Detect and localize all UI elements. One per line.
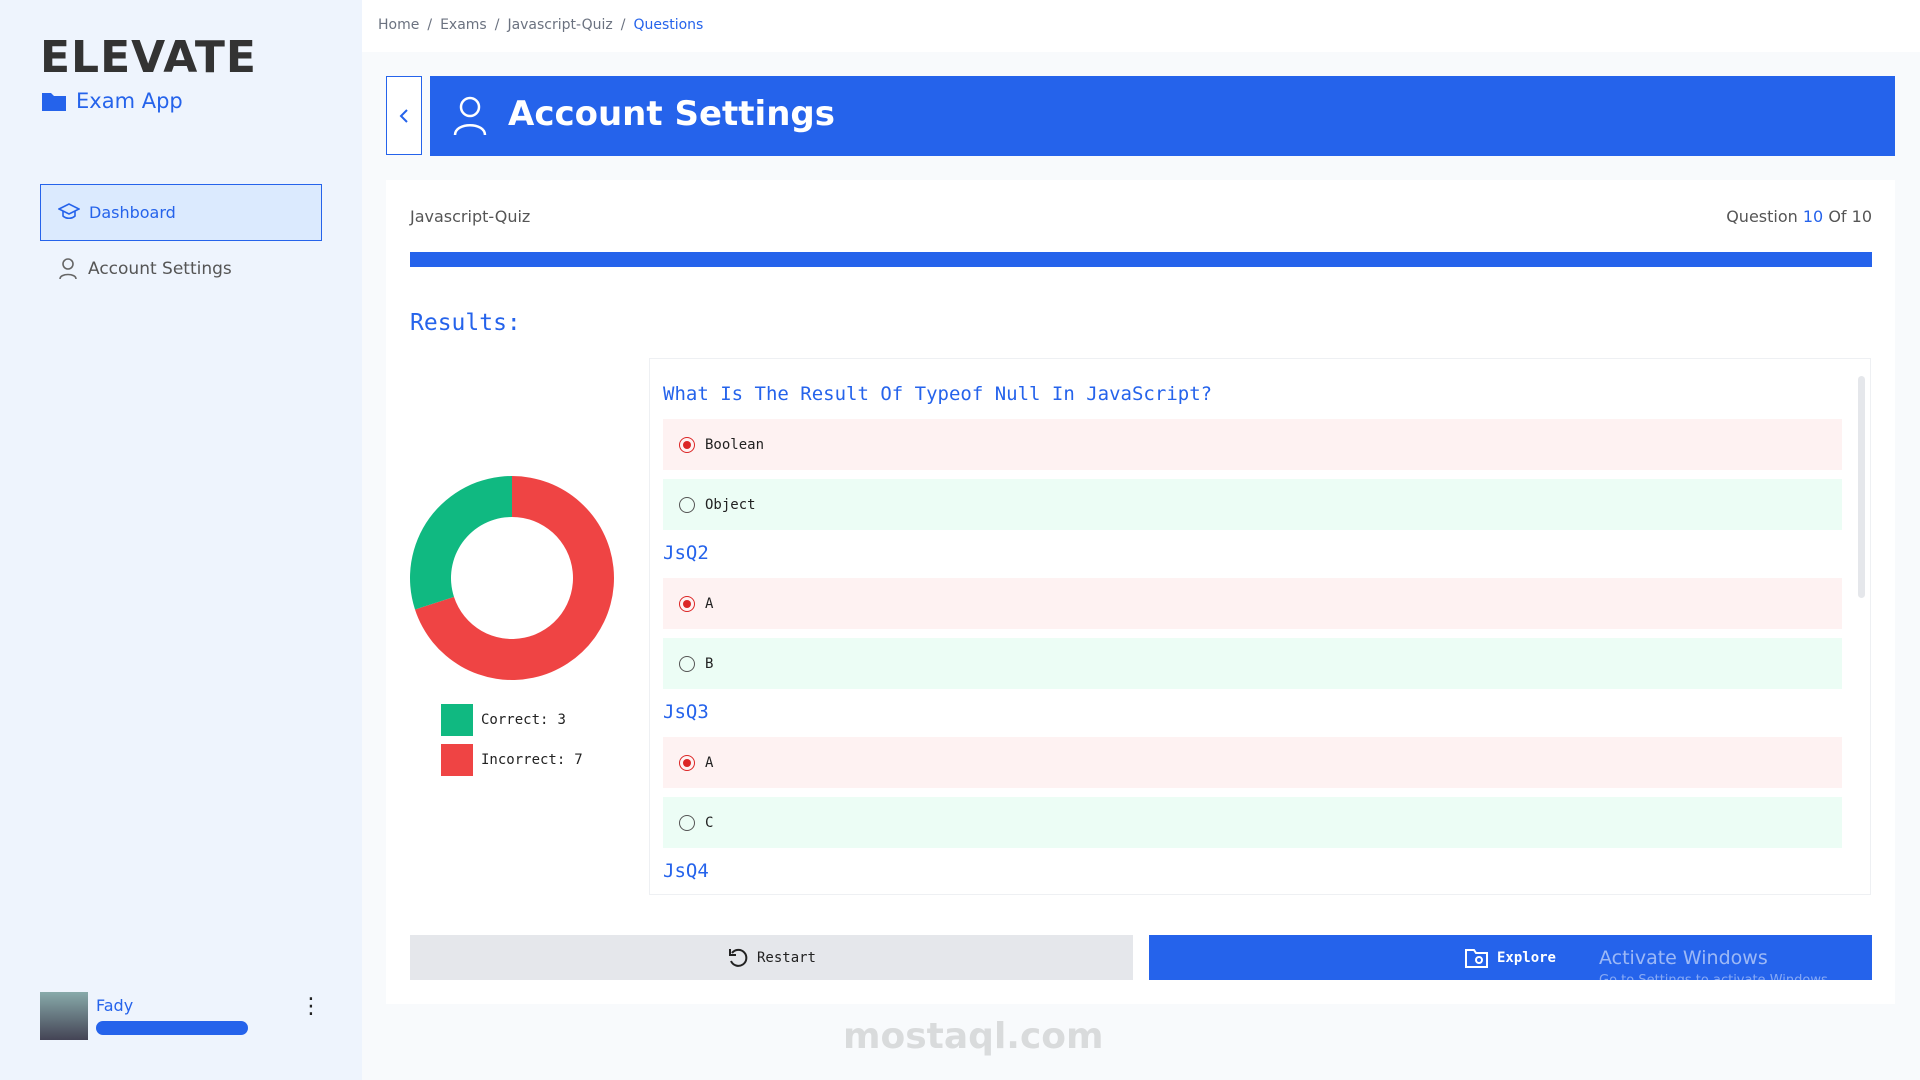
avatar [40,992,88,1040]
scrollbar [1858,376,1865,598]
app-name: Exam App [76,89,183,113]
legend-swatch [441,704,473,736]
donut-segment [410,476,512,610]
option-text: A [705,754,714,771]
activate-hint: Go to Settings to activate Windows. [1599,973,1832,988]
crumb-sep: / [620,17,626,33]
question-title: What Is The Result Of Typeof Null In Jav… [663,383,1213,405]
sidebar: ELEVATE Exam App Dashboard Account Setti… [0,0,362,1080]
counter-current: 10 [1802,207,1824,226]
cap-icon [58,203,80,220]
legend: Correct: 3 Incorrect: 7 [441,704,583,784]
answer-option: Boolean [663,419,1842,470]
option-text: B [705,655,714,672]
crumb: Home [378,17,420,33]
crumb-sep: / [427,17,433,33]
crumb: Javascript-Quiz [507,17,613,33]
progress-track [410,252,1872,267]
question-counter: Question 10 Of 10 [1726,207,1872,226]
header-title: Account Settings [508,94,835,134]
site-watermark: mostaql.com [843,1016,1104,1057]
crumb: Questions [633,17,704,33]
explore-button[interactable]: Explore [1149,935,1872,980]
legend-label: Correct: [481,712,549,728]
legend-value: 7 [574,752,583,768]
questions-panel: What Is The Result Of Typeof Null In Jav… [649,358,1871,895]
breadcrumb: Home / Exams / Javascript-Quiz / Questions [378,17,703,33]
user-name: Fady [96,996,134,1015]
donut-segment [414,476,614,680]
radio [679,754,695,771]
header-icon [453,96,487,136]
option-text: Boolean [705,436,765,453]
radio [679,496,695,513]
results-chart [410,476,614,680]
folder-icon [42,93,66,111]
progress-fill [410,252,1872,267]
question-title: JsQ2 [663,542,709,564]
question-title: JsQ3 [663,701,709,723]
counter-label: Question [1726,207,1798,226]
answer-option: Object [663,479,1842,530]
explore-label: Explore [1496,949,1556,966]
more-menu[interactable]: ⋮ [300,994,322,1019]
answer-option: B [663,638,1842,689]
user-progress [96,1021,248,1035]
results-title: Results: [410,310,521,336]
radio [679,814,695,831]
crumb-sep: / [494,17,500,33]
quiz-name: Javascript-Quiz [410,207,531,226]
answer-option: C [663,797,1842,848]
option-text: A [705,595,714,612]
header-bar: Account Settings [430,76,1895,156]
user-icon [59,258,77,280]
radio [679,436,695,453]
back-button[interactable] [386,76,422,155]
crumb: Exams [440,17,487,33]
legend-label: Incorrect: [481,752,566,768]
legend-item: Incorrect: 7 [441,744,583,776]
counter-of: Of [1828,207,1847,226]
topbar: Home / Exams / Javascript-Quiz / Questions [362,0,1920,52]
answer-option: A [663,737,1842,788]
question-title: JsQ4 [663,860,709,882]
menu-account[interactable]: Account Settings [88,259,232,279]
legend-item: Correct: 3 [441,704,583,736]
restart-button[interactable]: Restart [410,935,1133,980]
counter-total: 10 [1851,207,1872,226]
option-text: Object [705,496,756,513]
option-text: C [705,814,714,831]
radio [679,655,695,672]
logo: ELEVATE [40,32,257,83]
legend-swatch [441,744,473,776]
restart-label: Restart [756,949,816,966]
activate-title: Activate Windows [1599,947,1768,969]
menu-dashboard[interactable]: Dashboard [40,184,322,241]
radio [679,595,695,612]
answer-option: A [663,578,1842,629]
legend-value: 3 [557,712,566,728]
